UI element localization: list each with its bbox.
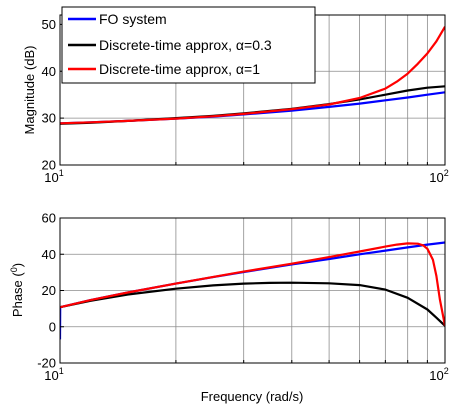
legend-label-alpha-1: Discrete-time approx, α=1 — [99, 61, 260, 77]
magnitude-plot: 20 30 40 50 101 102 Magnitude (dB) FO system … — [22, 6, 449, 185]
legend-box — [61, 6, 316, 84]
magnitude-ticks: 20 30 40 50 101 102 — [42, 17, 449, 185]
phase-grid — [60, 218, 445, 363]
magnitude-y-tick-label: 20 — [42, 158, 56, 173]
magnitude-series — [60, 26, 445, 125]
legend: FO system Discrete-time approx, α=0.3 Di… — [61, 6, 316, 84]
phase-y-tick-label: 60 — [42, 211, 56, 226]
phase-series — [60, 241, 445, 340]
magnitude-x-tick-label: 101 — [44, 168, 63, 185]
phase-x-tick-label: 101 — [44, 366, 63, 383]
phase-ylabel: Phase (0) — [9, 263, 25, 317]
phase-y-tick-label: 0 — [49, 319, 56, 334]
legend-label-alpha-0-3: Discrete-time approx, α=0.3 — [99, 37, 272, 53]
phase-series-line-1 — [60, 281, 445, 327]
phase-x-tick-label: 102 — [429, 366, 448, 383]
magnitude-x-tick-label: 102 — [429, 168, 448, 185]
magnitude-y-tick-label: 40 — [42, 64, 56, 79]
phase-series-line-2 — [60, 242, 445, 327]
magnitude-y-tick-label: 30 — [42, 111, 56, 126]
magnitude-y-tick-label: 50 — [42, 17, 56, 32]
phase-xlabel: Frequency (rad/s) — [201, 389, 304, 404]
phase-y-tick-label: 40 — [42, 247, 56, 262]
magnitude-series-line-2 — [60, 26, 445, 125]
phase-y-tick-label: -20 — [37, 356, 56, 371]
legend-label-fo-system: FO system — [99, 11, 167, 27]
phase-ticks: -20 0 20 40 60 101 102 — [37, 211, 449, 384]
magnitude-ylabel: Magnitude (dB) — [22, 46, 37, 135]
phase-y-tick-label: 20 — [42, 283, 56, 298]
phase-plot: -20 0 20 40 60 101 102 Phase (0) Frequency (ra… — [9, 211, 449, 405]
